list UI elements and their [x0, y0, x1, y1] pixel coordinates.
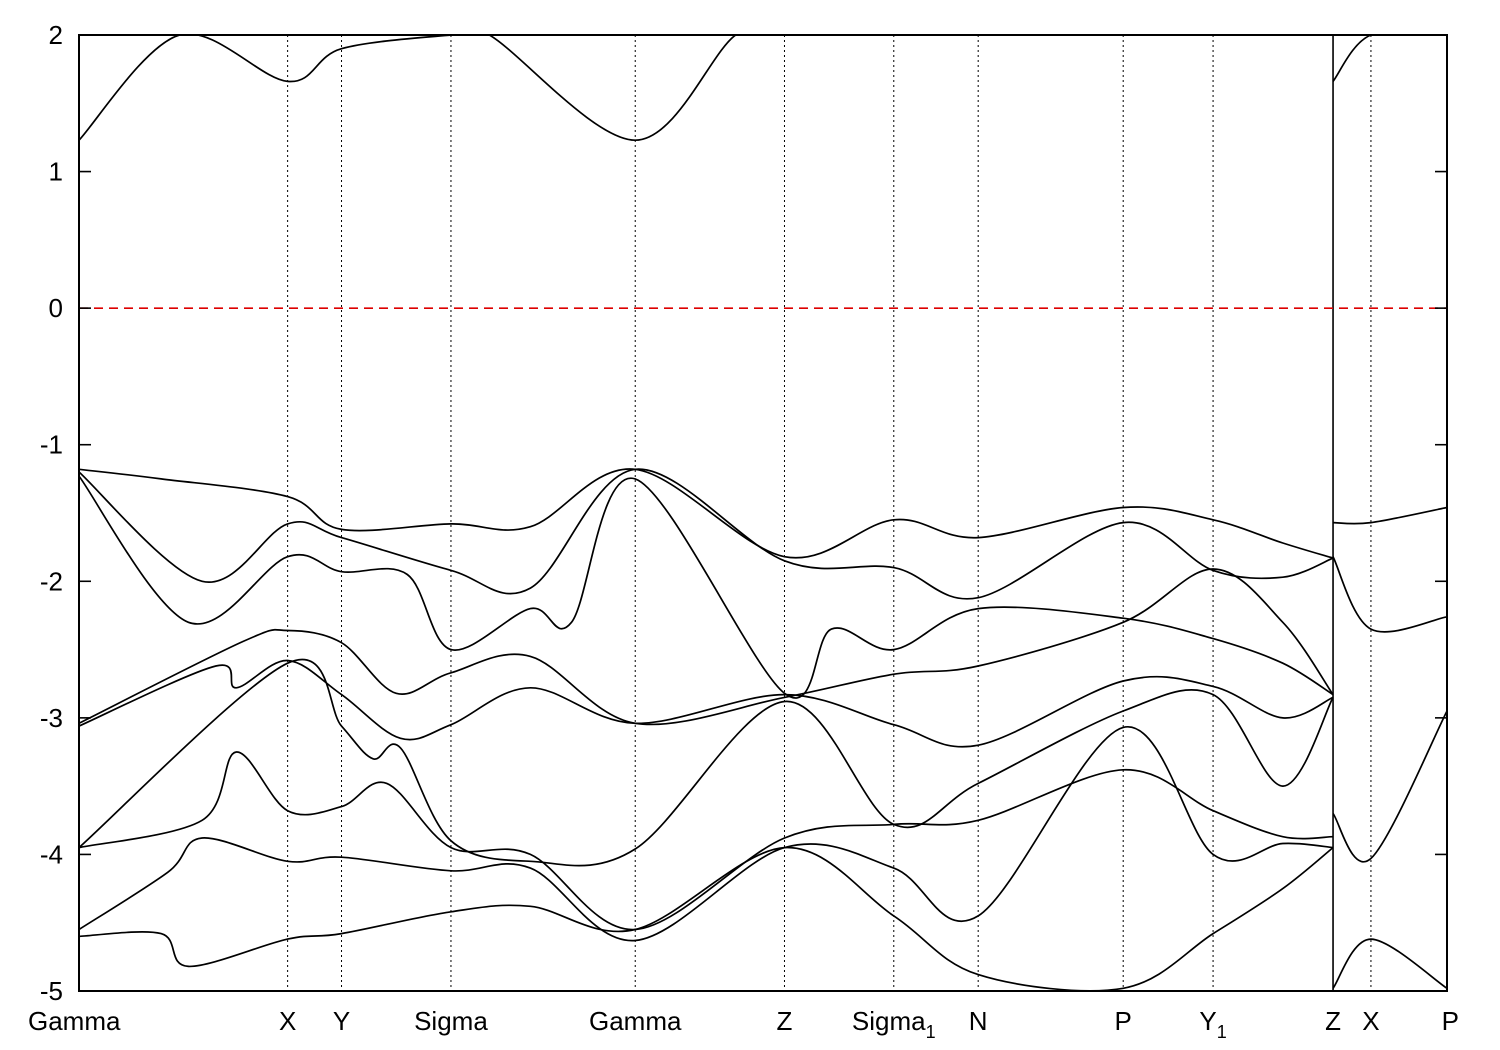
band-line-11 — [1332, 506, 1447, 525]
plot-frame — [78, 34, 1448, 992]
y-tick-label: 1 — [49, 157, 63, 187]
kpoint-gridlines — [287, 35, 1372, 991]
y-tick-label: -3 — [40, 703, 63, 733]
x-tick-label: Gamma — [589, 1006, 682, 1036]
y-tick-label: -1 — [40, 430, 63, 460]
band-line-1 — [79, 468, 1334, 559]
y-tick-label: 2 — [49, 20, 63, 50]
y-tick-label: -5 — [40, 976, 63, 1006]
band-line-8 — [79, 726, 1334, 942]
y-tick-label: -2 — [40, 566, 63, 596]
x-tick-label: Gamma — [28, 1006, 121, 1036]
y-tick-label: 0 — [49, 293, 63, 323]
x-tick-label: Sigma1 — [852, 1006, 936, 1042]
x-axis: Gamma X Y Sigma Gamma Z Sigma1 N P Y1 Z X P — [28, 1006, 1459, 1042]
x-tick-label: P — [1115, 1006, 1132, 1036]
x-tick-label: Sigma — [414, 1006, 488, 1036]
band-line-3 — [79, 475, 1334, 699]
band-line-2 — [79, 468, 1334, 600]
band-line-10 — [79, 35, 785, 142]
band-line-14 — [1332, 35, 1447, 82]
x-tick-label: N — [969, 1006, 988, 1036]
band-line-9 — [79, 846, 1334, 991]
x-tick-label: Y — [333, 1006, 350, 1036]
y-axis: 2 1 0 -1 -2 -3 -4 -5 — [40, 20, 1447, 1006]
band-lines — [79, 35, 1447, 991]
band-line-5 — [79, 659, 1334, 748]
band-line-6 — [79, 658, 1334, 867]
x-tick-label: X — [1362, 1006, 1379, 1036]
band-line-7 — [79, 751, 1334, 931]
x-tick-label: X — [279, 1006, 296, 1036]
x-tick-label: Z — [777, 1006, 793, 1036]
band-line-12 — [1332, 556, 1447, 633]
band-line-13 — [1332, 710, 1447, 863]
band-line-4 — [79, 568, 1334, 726]
x-tick-label: Z — [1325, 1006, 1341, 1036]
x-tick-label: Y1 — [1199, 1006, 1226, 1042]
x-tick-label: P — [1442, 1006, 1459, 1036]
band-line-15 — [1332, 938, 1447, 990]
y-tick-label: -4 — [40, 839, 63, 869]
